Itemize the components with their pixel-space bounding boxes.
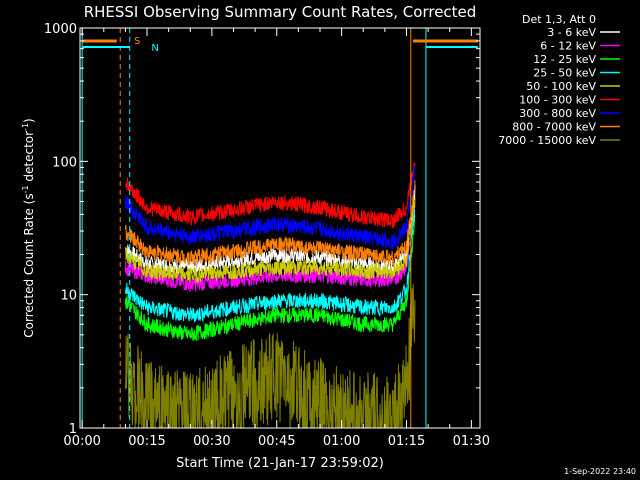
x-tick-label: 00:30	[193, 434, 230, 449]
x-tick-label: 01:15	[388, 434, 425, 449]
legend-label-3: 25 - 50 keV	[533, 67, 596, 80]
x-tick-label: 00:15	[128, 434, 165, 449]
series-line-3	[124, 208, 416, 323]
legend-label-2: 12 - 25 keV	[533, 53, 596, 66]
legend-label-7: 800 - 7000 keV	[512, 121, 596, 134]
legend-label-8: 7000 - 15000 keV	[498, 134, 596, 147]
y-axis-label-part3: )	[22, 118, 36, 123]
chart-title: RHESSI Observing Summary Count Rates, Co…	[84, 3, 477, 21]
y-axis-label-part2: detector	[22, 131, 36, 186]
x-tick-label: 01:30	[453, 434, 490, 449]
x-tick-label: 00:00	[63, 434, 100, 449]
y-axis-label-sup2: -1	[21, 123, 30, 131]
y-tick-label: 10	[60, 289, 77, 304]
series-line-4	[125, 197, 416, 283]
y-axis-label-part1: Corrected Count Rate (s	[22, 193, 36, 337]
y-tick-label: 1000	[44, 22, 77, 37]
series-line-5	[125, 162, 416, 228]
legend-label-4: 50 - 100 keV	[526, 80, 596, 93]
y-axis-label: Corrected Count Rate (s-1 detector-1)	[21, 118, 36, 337]
series-line-2	[124, 215, 416, 342]
x-axis-label: Start Time (21-Jan-17 23:59:02)	[176, 456, 384, 471]
annotation-s: S	[134, 36, 140, 47]
footer-timestamp: 1-Sep-2022 23:40	[564, 467, 636, 476]
legend-label-1: 6 - 12 keV	[540, 40, 596, 53]
annotation-n: N	[151, 43, 158, 54]
series-line-6	[124, 166, 416, 250]
plot-frame	[79, 27, 481, 429]
y-axis-label-sup1: -1	[21, 185, 30, 193]
axis-layer: 00:00 00:15 00:30 00:45 01:00 01:15 01:30 1 10 10…	[44, 22, 490, 449]
legend-label-5: 100 - 300 keV	[519, 94, 596, 107]
y-tick-label: 1	[69, 422, 77, 437]
series-line-1	[124, 205, 416, 293]
legend-label-6: 300 - 800 keV	[519, 107, 596, 120]
x-tick-label: 01:00	[323, 434, 360, 449]
y-tick-label: 100	[52, 155, 77, 170]
legend-label-0: 3 - 6 keV	[547, 26, 596, 39]
series-layer	[124, 162, 416, 430]
series-line-0	[124, 184, 416, 276]
legend-title: Det 1,3, Att 0	[522, 13, 596, 26]
x-tick-label: 00:45	[258, 434, 295, 449]
series-line-7	[124, 180, 416, 267]
